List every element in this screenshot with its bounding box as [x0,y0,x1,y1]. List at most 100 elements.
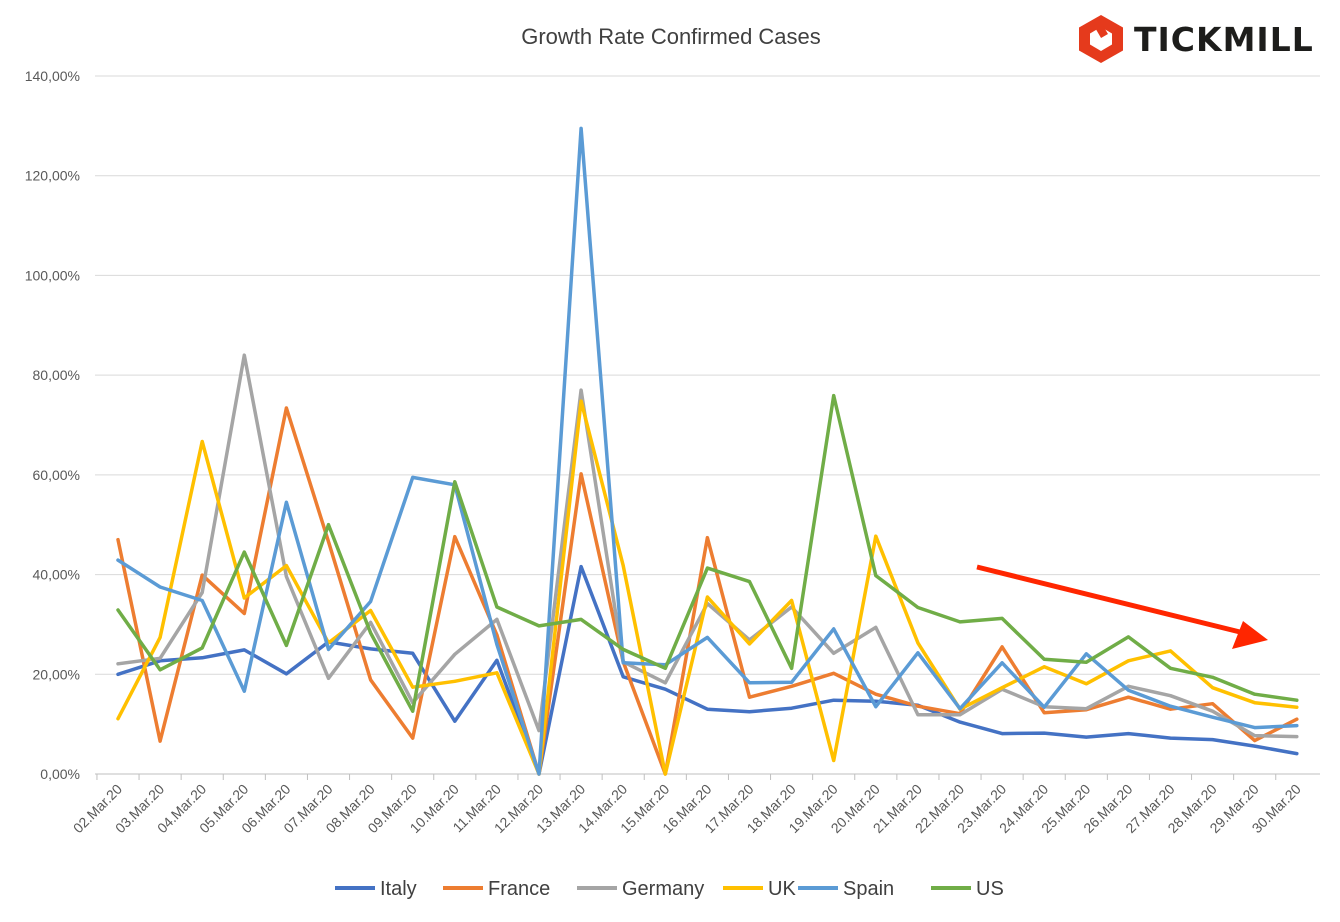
data-point-us [832,394,836,398]
data-point-france [1126,695,1130,699]
data-point-spain [327,647,330,651]
data-point-uk [1169,649,1172,653]
data-point-france [705,536,709,540]
data-point-germany [1295,735,1299,739]
data-point-uk [790,599,794,602]
data-point-us [369,631,373,635]
data-point-uk [663,772,667,776]
data-point-germany [537,729,541,733]
data-point-us [116,608,120,612]
data-point-spain [705,635,709,639]
data-point-spain [537,772,541,776]
data-point-spain [916,651,920,655]
data-point-germany [1211,709,1215,713]
data-point-us [1253,692,1257,696]
data-point-uk [453,679,457,683]
data-point-us [579,617,583,621]
data-point-france [790,684,794,688]
data-point-germany [874,625,878,629]
data-point-us [1295,698,1299,702]
data-point-us [453,480,457,484]
data-point-italy [1042,731,1046,735]
chart-title: Growth Rate Confirmed Cases [521,24,821,49]
legend-label: Italy [380,878,417,900]
data-point-spain [1042,705,1046,709]
data-point-italy [1295,752,1299,756]
data-point-spain [1084,652,1088,656]
data-point-spain [958,707,962,711]
data-point-us [1042,657,1046,661]
data-point-germany [495,617,499,621]
y-tick-label: 60,00% [33,467,80,483]
data-point-us [495,605,499,609]
data-point-spain [579,126,583,130]
data-point-france [116,538,120,542]
data-point-uk [705,595,709,599]
legend-label: UK [768,878,796,900]
legend: Italy France Germany UK Spain US [335,878,1004,900]
data-point-italy [1253,744,1257,748]
data-point-france [916,704,920,708]
series-line-spain [116,126,1299,776]
y-tick-label: 0,00% [40,766,80,782]
y-tick-label: 40,00% [33,567,80,583]
data-point-us [790,666,794,670]
data-point-france [874,692,878,696]
data-point-spain [1000,661,1004,665]
data-point-italy [284,672,288,676]
trend-arrow-head [1232,621,1268,649]
data-point-us [916,606,920,609]
data-point-uk [200,440,204,443]
data-point-france [327,540,330,544]
data-point-france [453,535,457,539]
data-point-germany [1126,684,1130,688]
data-point-spain [1253,726,1257,730]
data-point-us [327,523,330,527]
data-point-spain [1211,715,1215,719]
data-point-uk [916,641,920,645]
data-point-germany [1169,694,1172,698]
data-point-spain [1295,724,1299,728]
data-point-france [200,573,204,577]
data-point-spain [1126,688,1130,692]
data-point-germany [1253,734,1257,738]
data-point-germany [832,651,836,655]
data-point-spain [200,599,204,602]
data-point-us [158,668,162,672]
data-point-us [537,624,541,628]
gridlines [95,75,1320,775]
data-point-france [242,612,246,615]
series-line-uk [116,399,1299,776]
data-point-uk [158,635,162,639]
tickmill-logo-icon [1079,15,1123,63]
y-tick-label: 120,00% [25,168,80,184]
data-point-uk [1253,701,1257,705]
data-point-spain [621,661,625,665]
data-point-us [621,647,625,651]
y-tick-label: 140,00% [25,68,80,84]
data-point-germany [369,620,373,624]
data-point-germany [116,662,120,666]
data-point-italy [663,687,667,691]
data-point-germany [1084,707,1088,711]
data-point-us [1126,635,1130,639]
data-point-uk [621,564,625,568]
data-point-uk [832,759,836,762]
legend-label: France [488,878,550,900]
data-point-germany [242,353,246,357]
data-point-france [579,472,583,476]
data-point-germany [579,388,583,392]
data-point-uk [495,671,499,675]
data-point-france [158,739,162,743]
data-point-italy [200,656,204,660]
data-point-germany [958,713,962,717]
data-point-germany [158,656,162,660]
data-point-uk [1295,705,1299,709]
data-point-france [369,678,373,682]
data-point-italy [1126,732,1130,736]
data-point-italy [705,707,709,711]
data-point-italy [495,658,499,662]
data-point-us [284,643,288,647]
